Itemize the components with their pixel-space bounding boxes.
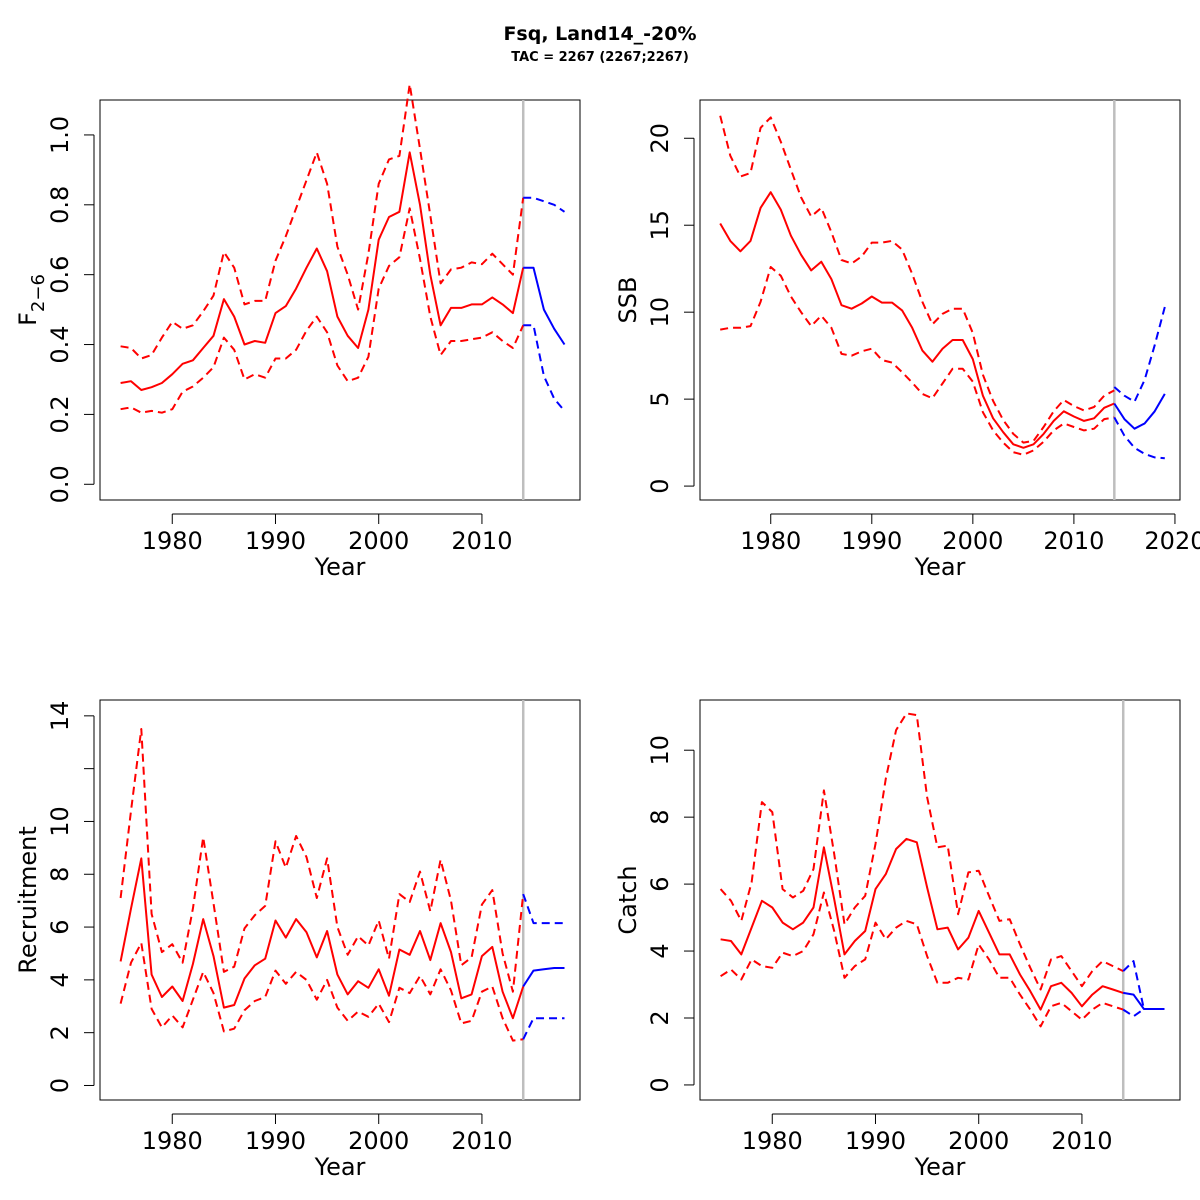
catch-x-axis-label: Year [914, 1153, 966, 1181]
ssb-y-tick-label: 0 [646, 478, 674, 493]
ssb-y-tick-label: 5 [646, 391, 674, 406]
f-projection-upper-bound [523, 196, 566, 213]
panel-recruitment-chart: 1980 1990 2000 2010 Year 0 2 4 6 8 10 14 Recruitment [14, 699, 581, 1181]
recruitment-x-tick-label: 2010 [451, 1127, 512, 1155]
f-x-axis-label: Year [314, 553, 366, 581]
catch-x-tick-label: 2000 [948, 1127, 1009, 1155]
catch-projection-lower-bound [1122, 1008, 1165, 1018]
ssb-x-tick-label: 2000 [942, 527, 1003, 555]
f-x-tick-label: 1990 [245, 527, 306, 555]
ssb-x-tick-label: 2010 [1043, 527, 1104, 555]
ssb-projection-lower-bound [1113, 416, 1165, 460]
catch-historic-upper-bound [719, 712, 1124, 991]
ssb-historic-upper-bound [719, 115, 1115, 444]
catch-x-tick-label: 2010 [1051, 1127, 1112, 1155]
f-x-tick-label: 2010 [451, 527, 512, 555]
recruitment-x-tick-label: 1980 [142, 1127, 203, 1155]
catch-projection-median [1123, 991, 1165, 1010]
ssb-historic-lower-bound [720, 266, 1115, 456]
f-historic-lower-bound [120, 207, 525, 414]
f-historic-median [120, 151, 525, 391]
f-y-axis-label: F2−6 [14, 274, 49, 326]
catch-y-tick-label: 6 [646, 876, 674, 891]
ssb-plot-frame [699, 99, 1181, 501]
recruitment-projection-upper-bound [522, 893, 565, 925]
catch-y-tick-label: 2 [646, 1010, 674, 1025]
f-y-tick-label: 1.0 [46, 116, 74, 154]
f-y-tick-label: 0.0 [46, 465, 74, 503]
f-x-tick-label: 2000 [348, 527, 409, 555]
recruitment-y-tick-label: 2 [46, 1025, 74, 1040]
ssb-projection-median [1113, 393, 1166, 430]
panel-ssb-chart: 1980 1990 2000 2010 2020 Year 0 5 10 15 20 SSB [614, 99, 1200, 581]
ssb-y-axis-label: SSB [614, 277, 642, 324]
f-projection-median [523, 266, 566, 346]
recruitment-historic-upper-bound [119, 728, 525, 993]
catch-historic-lower-bound [720, 891, 1124, 1028]
panel-catch-chart: 1980 1990 2000 2010 Year 0 2 4 6 8 10 Catch [614, 699, 1181, 1181]
catch-y-tick-label: 0 [646, 1077, 674, 1092]
f-y-label-subscript: 2−6 [28, 274, 49, 312]
ssb-y-tick-label: 15 [646, 210, 674, 241]
recruitment-historic-lower-bound [119, 941, 524, 1042]
ssb-projection-upper-bound [1113, 306, 1166, 403]
ssb-x-tick-label: 1990 [841, 527, 902, 555]
recruitment-x-axis-label: Year [314, 1153, 366, 1181]
f-plot-frame [99, 99, 581, 501]
recruitment-projection-median [522, 967, 565, 988]
f-x-tick-label: 1980 [142, 527, 203, 555]
recruitment-historic-median [119, 857, 525, 1020]
recruitment-x-tick-label: 1990 [245, 1127, 306, 1155]
recruitment-y-tick-label: 4 [46, 972, 74, 987]
catch-x-tick-label: 1980 [742, 1127, 803, 1155]
catch-projection-upper-bound [1122, 960, 1165, 1010]
ssb-y-tick-label: 20 [646, 123, 674, 154]
f-projection-lower-bound [523, 324, 566, 412]
recruitment-y-tick-label: 6 [46, 919, 74, 934]
figure-title: Fsq, Land14_-20% [503, 23, 696, 45]
catch-y-tick-label: 8 [646, 810, 674, 825]
recruitment-x-tick-label: 2000 [348, 1127, 409, 1155]
recruitment-y-tick-label: 14 [46, 701, 74, 732]
ssb-historic-median [719, 191, 1115, 449]
f-y-tick-label: 0.4 [46, 325, 74, 363]
panel-f-chart: 1980 1990 2000 2010 Year 0.0 0.2 0.4 0.6 0.8 1.0 F2… [14, 83, 581, 581]
recruitment-y-tick-label: 10 [46, 806, 74, 837]
f-y-tick-label: 0.2 [46, 395, 74, 433]
catch-historic-median [720, 837, 1124, 1011]
f-y-tick-label: 0.8 [46, 186, 74, 224]
recruitment-y-tick-label: 0 [46, 1078, 74, 1093]
ssb-y-tick-label: 10 [646, 297, 674, 328]
ssb-x-tick-label: 1980 [740, 527, 801, 555]
recruitment-y-tick-label: 8 [46, 867, 74, 882]
catch-x-tick-label: 1990 [845, 1127, 906, 1155]
f-y-tick-label: 0.6 [46, 256, 74, 294]
catch-y-axis-label: Catch [614, 865, 642, 934]
ssb-x-axis-label: Year [914, 553, 966, 581]
figure-subtitle: TAC = 2267 (2267;2267) [511, 50, 689, 65]
catch-plot-frame [699, 699, 1181, 1101]
catch-y-tick-label: 10 [646, 735, 674, 766]
ssb-x-tick-label: 2020 [1144, 527, 1200, 555]
f-y-label-base: F [14, 312, 42, 326]
recruitment-projection-lower-bound [522, 1017, 565, 1040]
f-historic-upper-bound [120, 83, 525, 360]
catch-y-tick-label: 4 [646, 943, 674, 958]
recruitment-plot-frame [99, 699, 581, 1101]
recruitment-y-axis-label: Recruitment [14, 826, 42, 973]
